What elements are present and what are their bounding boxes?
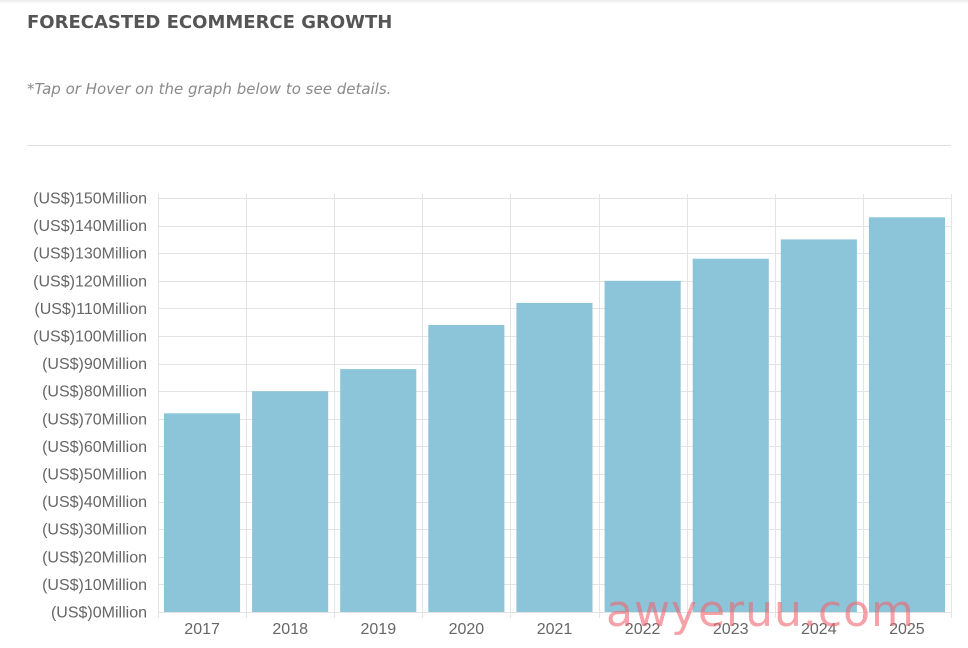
x-tick-label: 2024: [801, 621, 837, 638]
y-tick-label: (US$)150Million: [33, 191, 147, 208]
y-tick-label: (US$)30Million: [42, 522, 147, 539]
bar-2020[interactable]: [428, 325, 505, 612]
y-tick-label: (US$)40Million: [42, 494, 147, 511]
section-divider: [27, 145, 951, 146]
bar-2018[interactable]: [252, 391, 329, 612]
bar-2017[interactable]: [164, 413, 241, 612]
y-tick-label: (US$)80Million: [42, 384, 147, 401]
chart-bars[interactable]: [164, 217, 945, 613]
x-tick-label: 2019: [361, 621, 397, 638]
y-tick-label: (US$)120Million: [33, 273, 147, 290]
y-tick-label: (US$)140Million: [33, 218, 147, 235]
hover-hint-note: *Tap or Hover on the graph below to see …: [27, 80, 392, 98]
x-tick-label: 2021: [537, 621, 573, 638]
bar-2021[interactable]: [516, 302, 593, 612]
y-tick-label: (US$)100Million: [33, 329, 147, 346]
y-tick-label: (US$)0Million: [51, 605, 147, 622]
y-tick-label: (US$)70Million: [42, 411, 147, 428]
x-axis-tick-labels: 2017 2018 2019 2020 2021 2022 2023 2024 2025: [184, 621, 924, 638]
y-tick-label: (US$)20Million: [42, 549, 147, 566]
page-title: FORECASTED ECOMMERCE GROWTH: [27, 12, 393, 33]
x-tick-label: 2023: [713, 621, 749, 638]
x-tick-label: 2025: [889, 621, 925, 638]
y-tick-label: (US$)50Million: [42, 467, 147, 484]
top-shadow-bar: [0, 0, 968, 4]
x-tick-label: 2020: [449, 621, 485, 638]
x-tick-label: 2017: [184, 621, 220, 638]
y-tick-label: (US$)60Million: [42, 439, 147, 456]
bar-2025[interactable]: [868, 217, 945, 613]
watermark-text: awyeruu.com: [606, 586, 915, 637]
y-tick-label: (US$)10Million: [42, 577, 147, 594]
bar-2022[interactable]: [604, 280, 681, 612]
bar-2023[interactable]: [692, 258, 769, 612]
bar-2024[interactable]: [780, 239, 857, 612]
x-tick-label: 2022: [625, 621, 661, 638]
y-tick-label: (US$)90Million: [42, 356, 147, 373]
y-axis-tick-labels: (US$)0Million (US$)10Million (US$)20Millio…: [33, 191, 147, 622]
y-tick-label: (US$)110Million: [34, 301, 147, 318]
bar-2019[interactable]: [340, 369, 417, 612]
x-tick-label: 2018: [272, 621, 308, 638]
y-tick-label: (US$)130Million: [33, 246, 147, 263]
